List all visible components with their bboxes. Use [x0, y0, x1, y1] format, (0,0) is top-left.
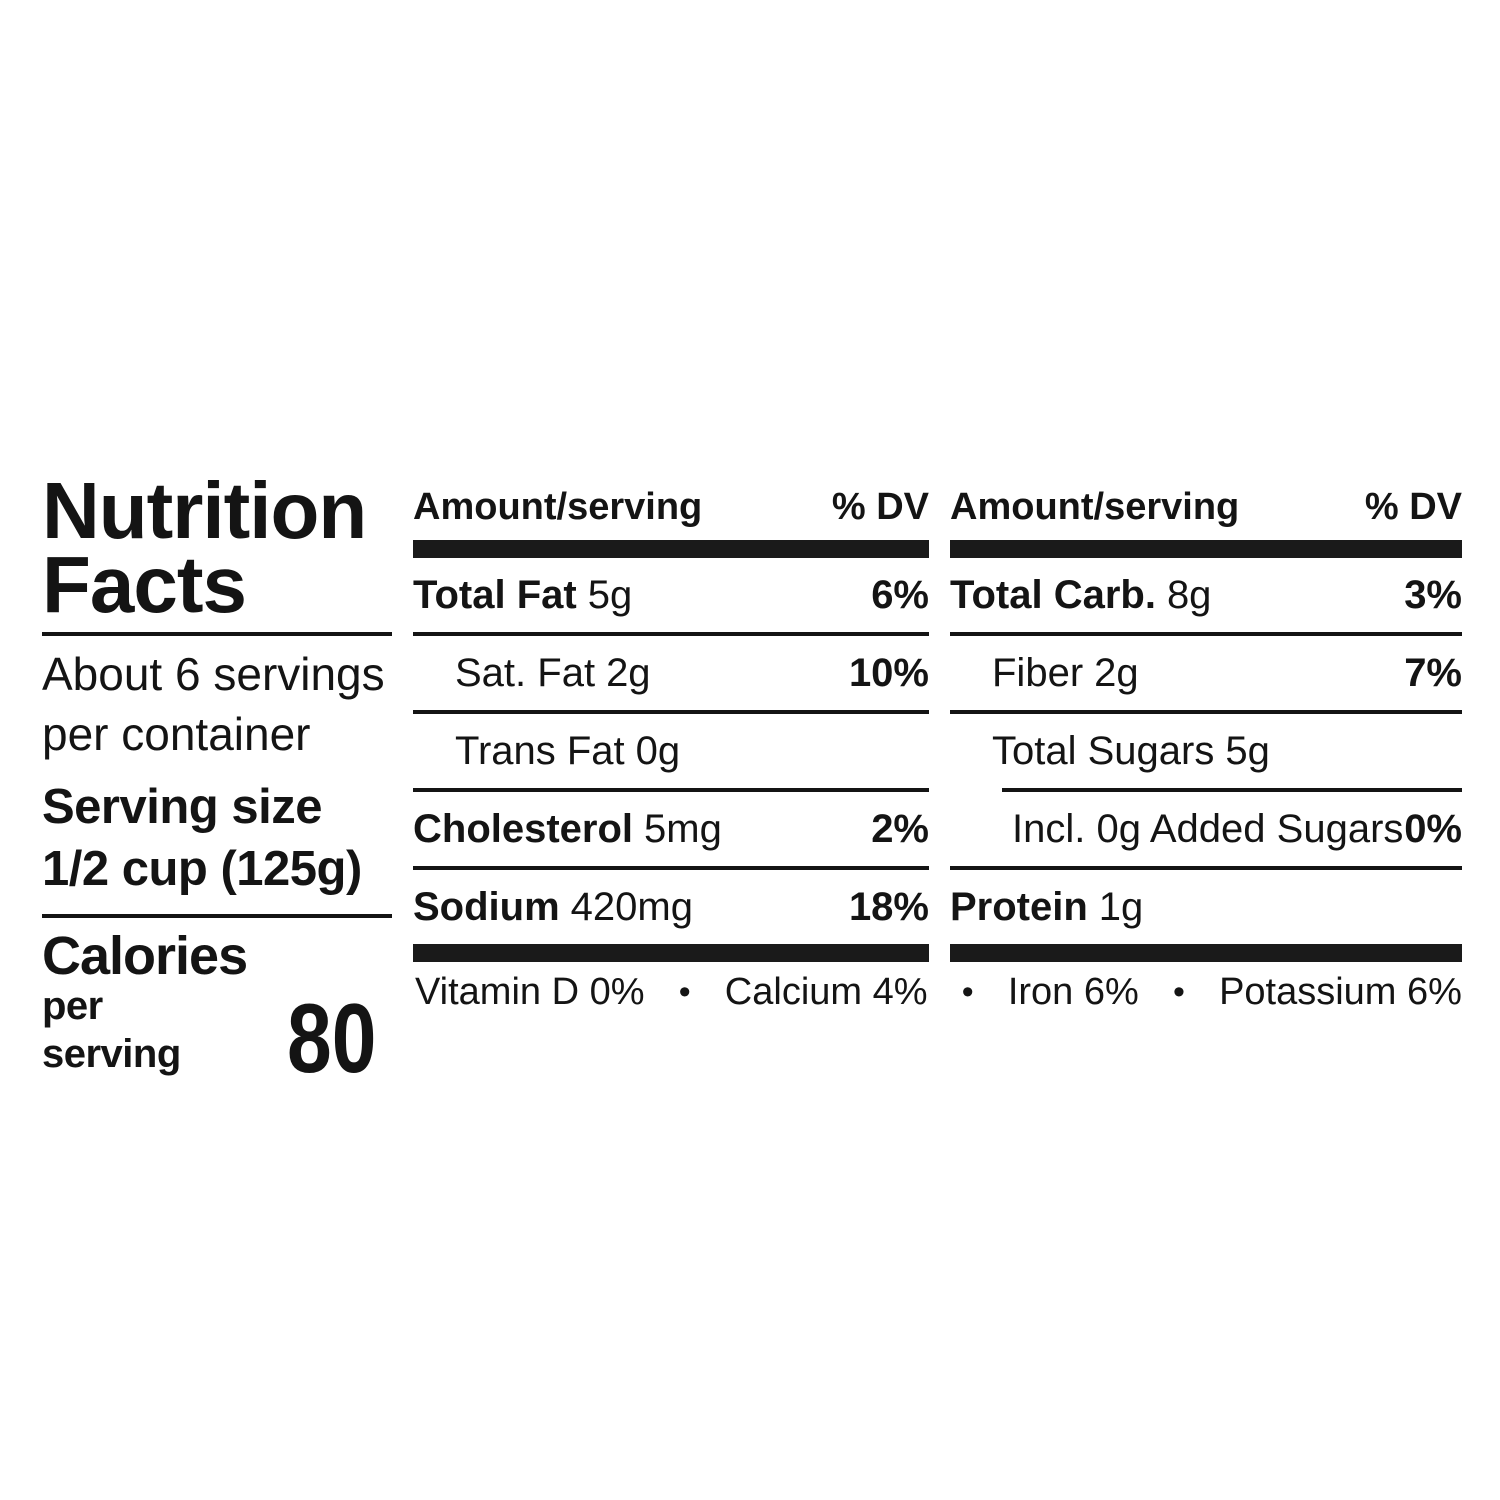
column-header: Amount/serving % DV [950, 474, 1462, 540]
serving-size-value: 1/2 cup (125g) [42, 842, 362, 896]
micronutrient-calcium: Calcium 4% [724, 970, 928, 1013]
divider [1002, 788, 1462, 792]
nutrient-dv: 2% [871, 806, 929, 851]
nutrient-row-total-carb: Total Carb. 8g 3% [950, 558, 1462, 632]
nutrient-row-protein: Protein 1g [950, 870, 1462, 944]
serving-size: Serving size 1/2 cup (125g) [42, 776, 392, 900]
servings-line1: About 6 servings [42, 648, 385, 700]
divider [950, 710, 1462, 714]
panel-title-line1: Nutrition [42, 466, 367, 555]
nutrient-amount: 1g [1098, 884, 1144, 929]
nutrient-row-total-sugars: Total Sugars 5g [950, 714, 1462, 788]
divider [413, 866, 929, 870]
nutrient-name: Total Fat [413, 572, 577, 617]
percent-dv-heading: % DV [1364, 485, 1462, 528]
nutrient-dv: 3% [1404, 572, 1462, 617]
nutrient-name: Incl. 0g Added Sugars [1012, 806, 1404, 851]
micronutrient-vitamin-d: Vitamin D 0% [415, 970, 645, 1013]
bullet-separator: • [1172, 973, 1185, 1011]
nutrient-dv: 18% [848, 884, 929, 929]
nutrient-row-cholesterol: Cholesterol 5mg 2% [413, 792, 929, 866]
calories-label: Calories [42, 926, 248, 986]
nutrient-name: Total Carb. [950, 572, 1156, 617]
nutrient-name: Fiber [992, 650, 1084, 695]
nutrient-row-trans-fat: Trans Fat 0g [413, 714, 929, 788]
calories-sub-label: per serving [42, 984, 181, 1076]
nutrient-dv: 10% [848, 650, 929, 695]
thick-bar [950, 540, 1462, 558]
divider [950, 866, 1462, 870]
nutrient-column-right: Amount/serving % DV Total Carb. 8g 3% Fib… [950, 474, 1462, 962]
micronutrient-iron: Iron 6% [1007, 970, 1139, 1013]
nutrient-dv: 7% [1404, 650, 1462, 695]
serving-size-label: Serving size [42, 780, 322, 834]
nutrient-row-fiber: Fiber 2g 7% [950, 636, 1462, 710]
nutrient-row-added-sugars: Incl. 0g Added Sugars 0% [950, 792, 1462, 866]
divider [413, 632, 929, 636]
divider [42, 914, 392, 918]
servings-per-container: About 6 servings per container [42, 644, 392, 764]
thick-bar [413, 944, 929, 962]
nutrient-row-sat-fat: Sat. Fat 2g 10% [413, 636, 929, 710]
micronutrients-row: Vitamin D 0% • Calcium 4% • Iron 6% • Po… [415, 966, 1462, 1018]
panel-title: Nutrition Facts [42, 466, 392, 629]
nutrient-name: Total Sugars [992, 728, 1215, 773]
thick-bar [413, 540, 929, 558]
amount-per-serving-heading: Amount/serving [413, 485, 703, 528]
servings-line2: per container [42, 708, 311, 760]
nutrient-amount: 420mg [570, 884, 693, 929]
nutrient-amount: 2g [606, 650, 651, 695]
micronutrient-potassium: Potassium 6% [1219, 970, 1462, 1013]
nutrient-row-sodium: Sodium 420mg 18% [413, 870, 929, 944]
nutrient-name: Trans Fat [455, 728, 625, 773]
bullet-separator: • [961, 973, 974, 1011]
calories-section: Calories per serving 80 [42, 926, 392, 1093]
nutrient-name: Sat. Fat [455, 650, 596, 695]
nutrient-amount: 8g [1166, 572, 1212, 617]
thick-bar [950, 944, 1462, 962]
divider [413, 710, 929, 714]
nutrient-amount: 2g [1094, 650, 1139, 695]
divider [950, 632, 1462, 636]
nutrient-dv: 0% [1404, 806, 1462, 851]
bullet-separator: • [678, 973, 691, 1011]
nutrient-name: Cholesterol [413, 806, 634, 851]
nutrient-column-left: Amount/serving % DV Total Fat 5g 6% Sat. … [413, 474, 929, 962]
nutrient-dv: 6% [871, 572, 929, 617]
nutrient-amount: 5g [587, 572, 633, 617]
amount-per-serving-heading: Amount/serving [950, 485, 1240, 528]
column-header: Amount/serving % DV [413, 474, 929, 540]
divider [413, 788, 929, 792]
divider [42, 632, 392, 636]
nutrient-name: Sodium [413, 884, 560, 929]
nutrient-name: Protein [950, 884, 1088, 929]
label-header-section: Nutrition Facts About 6 servings per con… [42, 466, 392, 1093]
nutrient-amount: 5g [1225, 728, 1270, 773]
nutrient-amount: 0g [635, 728, 681, 773]
calories-value: 80 [287, 983, 377, 1093]
nutrient-amount: 5mg [644, 806, 722, 851]
panel-title-line2: Facts [42, 540, 247, 629]
calories-labels: Calories per serving [42, 926, 248, 1078]
nutrient-row-total-fat: Total Fat 5g 6% [413, 558, 929, 632]
percent-dv-heading: % DV [831, 485, 929, 528]
